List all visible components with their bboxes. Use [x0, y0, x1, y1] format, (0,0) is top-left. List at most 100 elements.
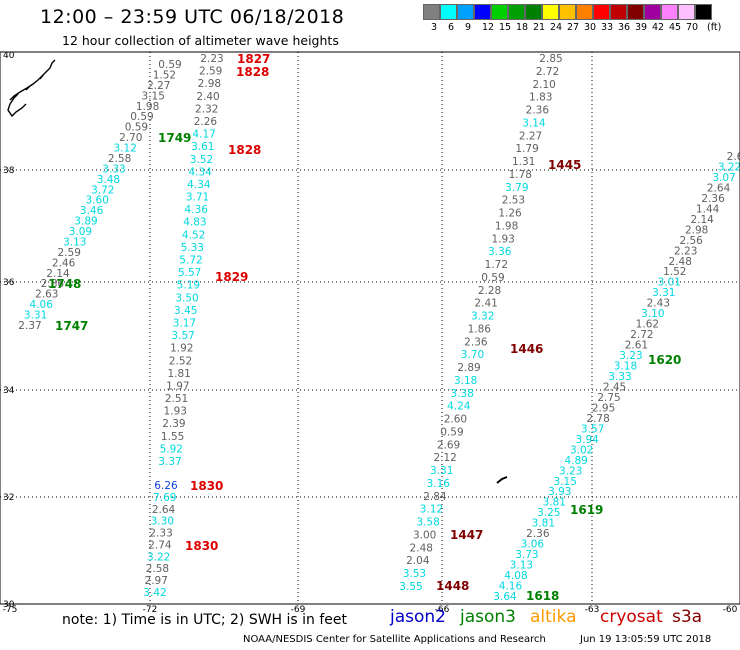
time-label: 1448	[436, 579, 469, 593]
wave-height-label: 3.36	[488, 246, 512, 258]
wave-height-label: 3.93	[548, 486, 571, 498]
wave-height-label: 3.12	[420, 504, 443, 516]
wave-height-label: 2.37	[18, 320, 41, 332]
legend-swatch	[474, 4, 491, 20]
wave-height-label: 2.58	[146, 563, 169, 575]
lat-tick-label: 34	[3, 386, 15, 396]
wave-height-label: 3.13	[510, 560, 533, 572]
wave-height-label: 3.06	[521, 539, 545, 551]
wave-height-label: 2.36	[701, 193, 725, 205]
legend-label: 15	[499, 22, 512, 33]
wave-height-label: 1.78	[509, 169, 532, 181]
satellite-legend-jason3: jason3	[460, 607, 516, 627]
wave-height-label: 2.27	[519, 130, 542, 142]
wave-height-label: 2.48	[669, 256, 692, 268]
wave-height-label: 3.25	[537, 507, 560, 519]
wave-height-label: 2.85	[539, 53, 562, 65]
legend-label: 45	[669, 22, 682, 33]
wave-height-label: 2.72	[630, 329, 653, 341]
wave-height-label: 2.04	[406, 555, 430, 567]
wave-height-label: 2.23	[674, 245, 697, 257]
wave-height-label: 3.16	[427, 478, 451, 490]
wave-height-label: 4.06	[30, 299, 54, 311]
wave-height-label: 3.57	[171, 330, 194, 342]
color-legend-labels: 3 6 9 12 15 18 21 24 27 30 33 36 39 42 45 70 (ft)	[423, 22, 740, 34]
wave-height-label: 3.02	[570, 444, 593, 456]
legend-label: 36	[618, 22, 631, 33]
wave-height-label: 2.89	[457, 362, 480, 374]
time-label: 1445	[548, 158, 581, 172]
wave-height-label: 3.13	[63, 236, 86, 248]
wave-height-label: 4.08	[504, 570, 527, 582]
wave-height-label: 5.57	[178, 267, 201, 279]
wave-height-label: 5.19	[177, 280, 200, 292]
lat-tick-label: 38	[3, 166, 15, 176]
wave-height-label: 4.34	[187, 179, 211, 191]
wave-height-label: 3.15	[142, 90, 165, 102]
legend-label: 3	[431, 22, 438, 33]
wave-height-label: 3.14	[522, 117, 546, 129]
wave-height-label: 2.48	[410, 542, 433, 554]
time-label: 1749	[158, 131, 191, 145]
wave-height-label: 3.17	[173, 317, 196, 329]
time-label: 1827	[237, 52, 270, 66]
time-label: 1447	[450, 528, 483, 542]
time-label: 1829	[215, 270, 248, 284]
legend-label: 6	[448, 22, 455, 33]
time-label: 1748	[48, 277, 81, 291]
wave-height-label: 4.83	[183, 217, 206, 229]
wave-height-label: 3.81	[543, 497, 566, 509]
legend-swatch	[661, 4, 678, 20]
wave-height-label: 4.89	[564, 455, 587, 467]
track-e: 2.63.223.072.642.361.442.142.982.562.232…	[493, 151, 740, 603]
wave-height-label: 4.17	[192, 129, 215, 141]
wave-height-label: 0.59	[158, 59, 181, 71]
wave-height-label: 3.22	[718, 161, 740, 173]
lat-tick-label: 36	[3, 278, 15, 288]
wave-height-label: 1.72	[485, 259, 508, 271]
wave-height-label: 3.46	[80, 205, 104, 217]
legend-swatch	[457, 4, 474, 20]
legend-swatch	[593, 4, 610, 20]
satellite-legend-s3a: s3a	[672, 607, 703, 627]
time-label: 1830	[185, 539, 218, 553]
wave-height-label: 1.97	[166, 380, 189, 392]
wave-height-label: 1.98	[136, 101, 159, 113]
legend-swatch	[559, 4, 576, 20]
wave-height-label: 3.31	[430, 465, 453, 477]
wave-height-label: 3.01	[658, 277, 681, 289]
time-label: 1446	[510, 342, 543, 356]
wave-height-label: 3.18	[614, 361, 637, 373]
legend-label: 33	[601, 22, 614, 33]
legend-label: 30	[584, 22, 597, 33]
time-label: 1830	[190, 479, 223, 493]
lon-tick-label: -66	[435, 605, 450, 615]
wave-height-label: 2.14	[690, 214, 714, 226]
wave-height-label: 3.81	[532, 518, 555, 530]
legend-label: 21	[533, 22, 546, 33]
wave-height-label: 3.50	[175, 292, 198, 304]
wave-height-label: 3.23	[559, 465, 582, 477]
wave-height-label: 2.64	[707, 182, 731, 194]
axis-ticks: -75 -72 -69 -66 -63 -60 40 38 36 34 32 30	[3, 51, 738, 615]
wave-height-label: 1.83	[529, 92, 552, 104]
wave-height-label: 2.33	[149, 528, 172, 540]
wave-height-label: 2.98	[198, 78, 221, 90]
legend-label: 18	[516, 22, 529, 33]
wave-height-label: 2.32	[195, 103, 218, 115]
legend-swatch	[610, 4, 627, 20]
legend-swatch	[508, 4, 525, 20]
legend-swatch	[542, 4, 559, 20]
wave-height-label: 2.56	[679, 235, 703, 247]
time-label: 1828	[228, 143, 261, 157]
wave-height-label: 4.36	[185, 204, 209, 216]
wave-height-label: 1.52	[663, 266, 686, 278]
wave-height-label: 3.37	[158, 456, 181, 468]
wave-height-label: 2.43	[647, 298, 670, 310]
wave-height-label: 3.10	[641, 308, 664, 320]
wave-height-label: 3.22	[147, 551, 170, 563]
wave-height-label: 3.30	[151, 516, 174, 528]
wave-height-label: 2.36	[464, 336, 488, 348]
wave-height-label: 3.71	[186, 192, 209, 204]
wave-height-label: 3.58	[416, 517, 439, 529]
